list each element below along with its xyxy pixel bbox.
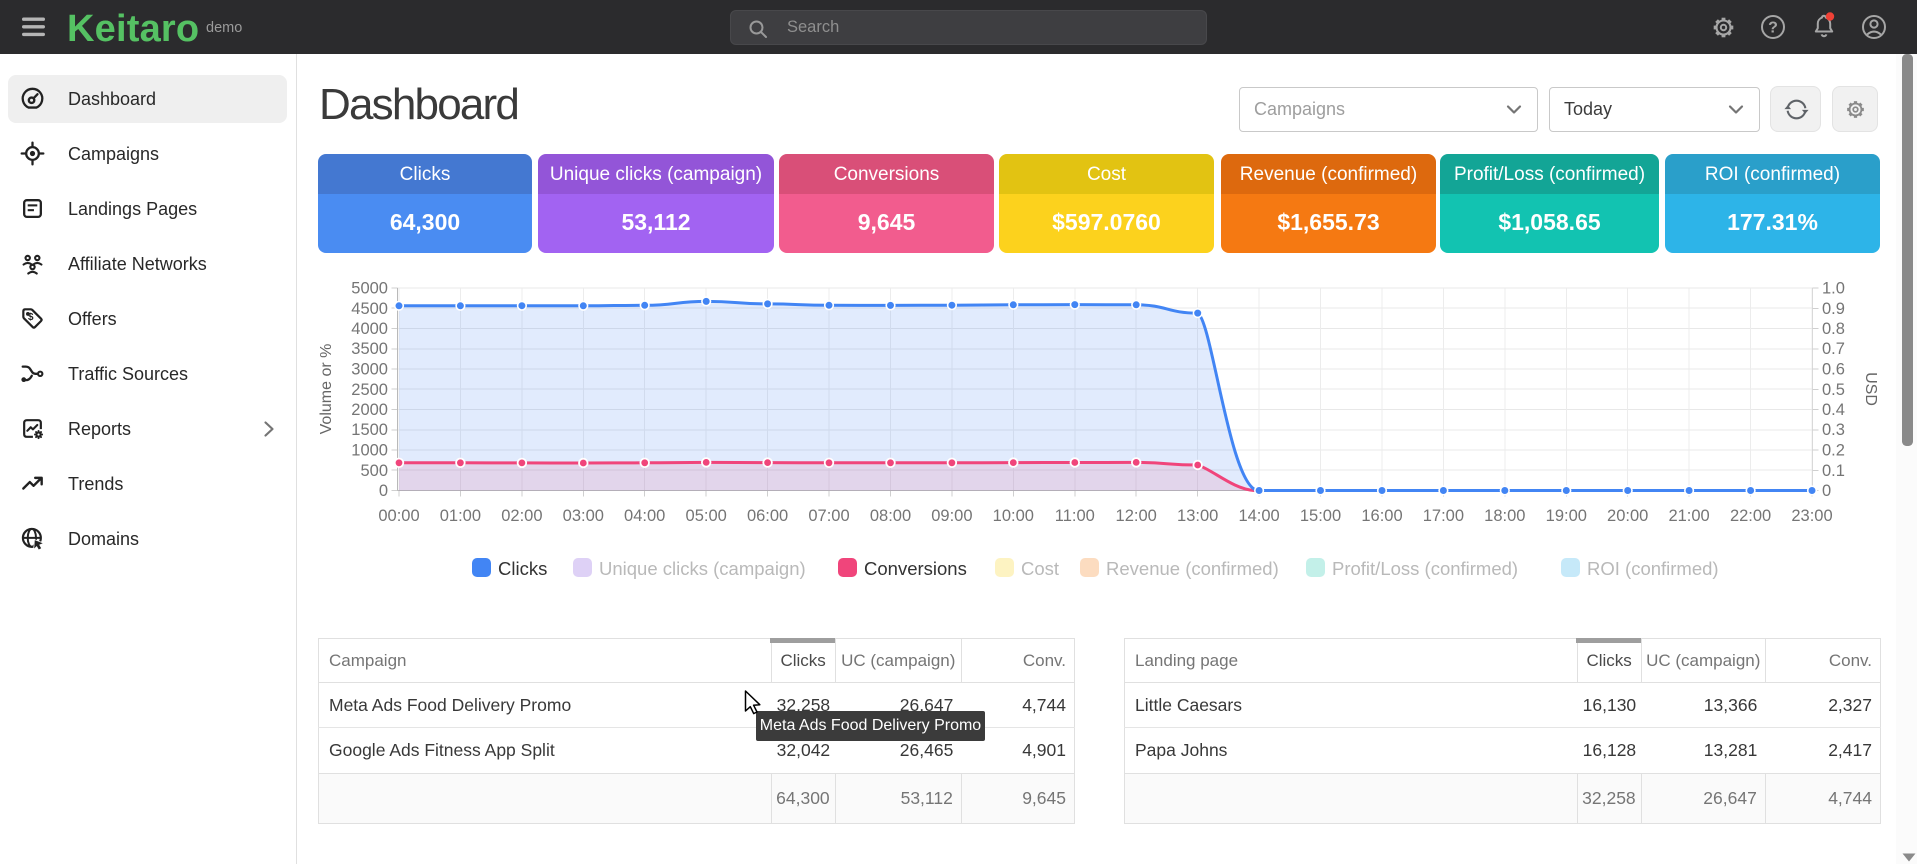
- svg-text:07:00: 07:00: [808, 507, 849, 525]
- svg-text:4500: 4500: [351, 300, 388, 318]
- svg-text:3000: 3000: [351, 361, 388, 379]
- svg-text:08:00: 08:00: [870, 507, 911, 525]
- svg-text:21:00: 21:00: [1668, 507, 1709, 525]
- svg-text:1500: 1500: [351, 421, 388, 439]
- svg-text:19:00: 19:00: [1546, 507, 1587, 525]
- svg-text:500: 500: [360, 462, 388, 480]
- svg-text:0.8: 0.8: [1822, 320, 1845, 338]
- svg-text:0.5: 0.5: [1822, 381, 1845, 399]
- svg-text:0.7: 0.7: [1822, 340, 1845, 358]
- svg-text:09:00: 09:00: [931, 507, 972, 525]
- svg-text:5000: 5000: [351, 280, 388, 298]
- svg-text:15:00: 15:00: [1300, 507, 1341, 525]
- svg-text:13:00: 13:00: [1177, 507, 1218, 525]
- svg-text:1000: 1000: [351, 442, 388, 460]
- svg-text:$: $: [28, 312, 34, 323]
- svg-text:0: 0: [1822, 482, 1831, 500]
- svg-text:0: 0: [379, 482, 388, 500]
- svg-text:0.6: 0.6: [1822, 361, 1845, 379]
- svg-text:01:00: 01:00: [440, 507, 481, 525]
- svg-text:0.9: 0.9: [1822, 300, 1845, 318]
- svg-text:0.1: 0.1: [1822, 462, 1845, 480]
- svg-text:23:00: 23:00: [1791, 507, 1832, 525]
- svg-text:USD: USD: [1862, 372, 1879, 406]
- svg-text:10:00: 10:00: [993, 507, 1034, 525]
- svg-text:22:00: 22:00: [1730, 507, 1771, 525]
- svg-text:06:00: 06:00: [747, 507, 788, 525]
- svg-text:2500: 2500: [351, 381, 388, 399]
- svg-text:04:00: 04:00: [624, 507, 665, 525]
- svg-text:14:00: 14:00: [1238, 507, 1279, 525]
- svg-text:03:00: 03:00: [563, 507, 604, 525]
- svg-text:05:00: 05:00: [686, 507, 727, 525]
- svg-text:0.2: 0.2: [1822, 442, 1845, 460]
- svg-text:20:00: 20:00: [1607, 507, 1648, 525]
- svg-text:2000: 2000: [351, 401, 388, 419]
- svg-text:Volume or %: Volume or %: [318, 344, 335, 435]
- svg-text:16:00: 16:00: [1361, 507, 1402, 525]
- svg-text:12:00: 12:00: [1116, 507, 1157, 525]
- svg-text:17:00: 17:00: [1423, 507, 1464, 525]
- svg-text:4000: 4000: [351, 320, 388, 338]
- svg-text:0.3: 0.3: [1822, 421, 1845, 439]
- svg-text:18:00: 18:00: [1484, 507, 1525, 525]
- svg-text:1.0: 1.0: [1822, 280, 1845, 298]
- svg-text:02:00: 02:00: [501, 507, 542, 525]
- svg-text:00:00: 00:00: [378, 507, 419, 525]
- svg-text:3500: 3500: [351, 340, 388, 358]
- svg-text:11:00: 11:00: [1055, 507, 1095, 525]
- svg-text:0.4: 0.4: [1822, 401, 1845, 419]
- svg-text:?: ?: [1768, 20, 1778, 37]
